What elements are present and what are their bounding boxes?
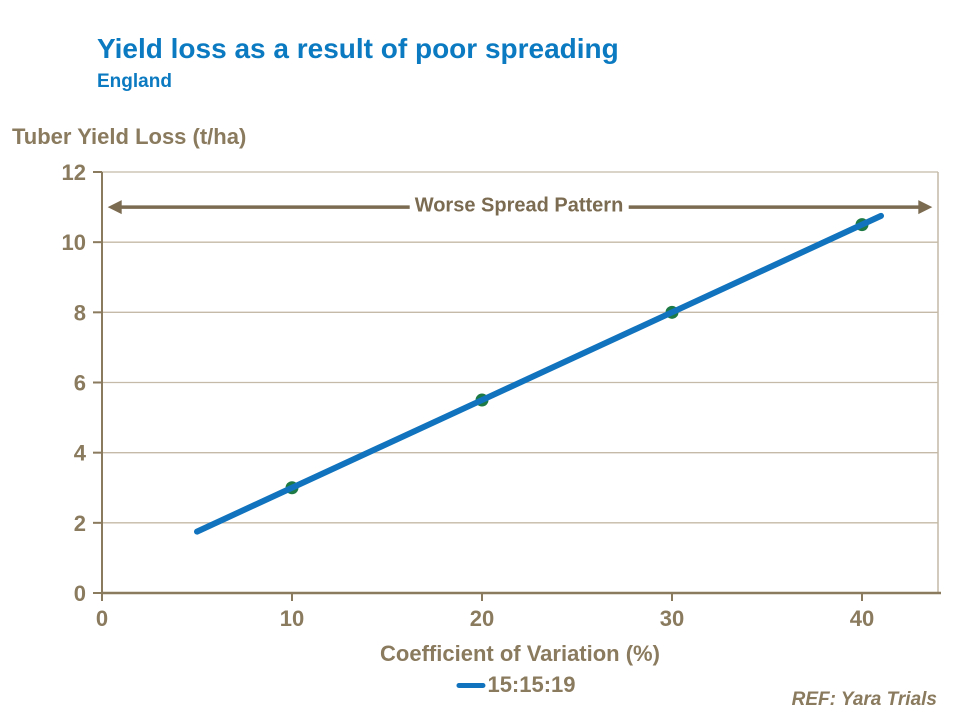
x-tick-label: 20 [470,606,494,631]
legend: 15:15:19 [456,672,576,698]
y-tick-label: 10 [62,230,86,255]
x-tick-label: 10 [280,606,304,631]
arrow-head-left-icon [107,200,122,215]
legend-series-label: 15:15:19 [487,672,576,697]
y-tick-label: 6 [74,371,86,396]
reference-note: REF: Yara Trials [791,689,937,710]
x-tick-label: 0 [96,606,108,631]
y-tick-label: 8 [74,300,86,325]
y-tick-label: 0 [74,581,86,606]
x-tick-label: 30 [660,606,684,631]
x-axis-title: Coefficient of Variation (%) [380,641,660,666]
series-line [194,212,884,535]
page-title: Yield loss as a result of poor spreading [97,33,619,64]
y-axis-title: Tuber Yield Loss (t/ha) [12,124,247,149]
y-tick-label: 2 [74,511,86,536]
page-subtitle: England [97,71,172,92]
y-tick-label: 12 [62,160,86,185]
worse-spread-pattern-annotation: Worse Spread Pattern [409,194,629,218]
y-tick-label: 4 [74,441,87,466]
arrow-head-right-icon [918,200,933,215]
x-tick-label: 40 [850,606,874,631]
legend-line-swatch [456,682,486,688]
